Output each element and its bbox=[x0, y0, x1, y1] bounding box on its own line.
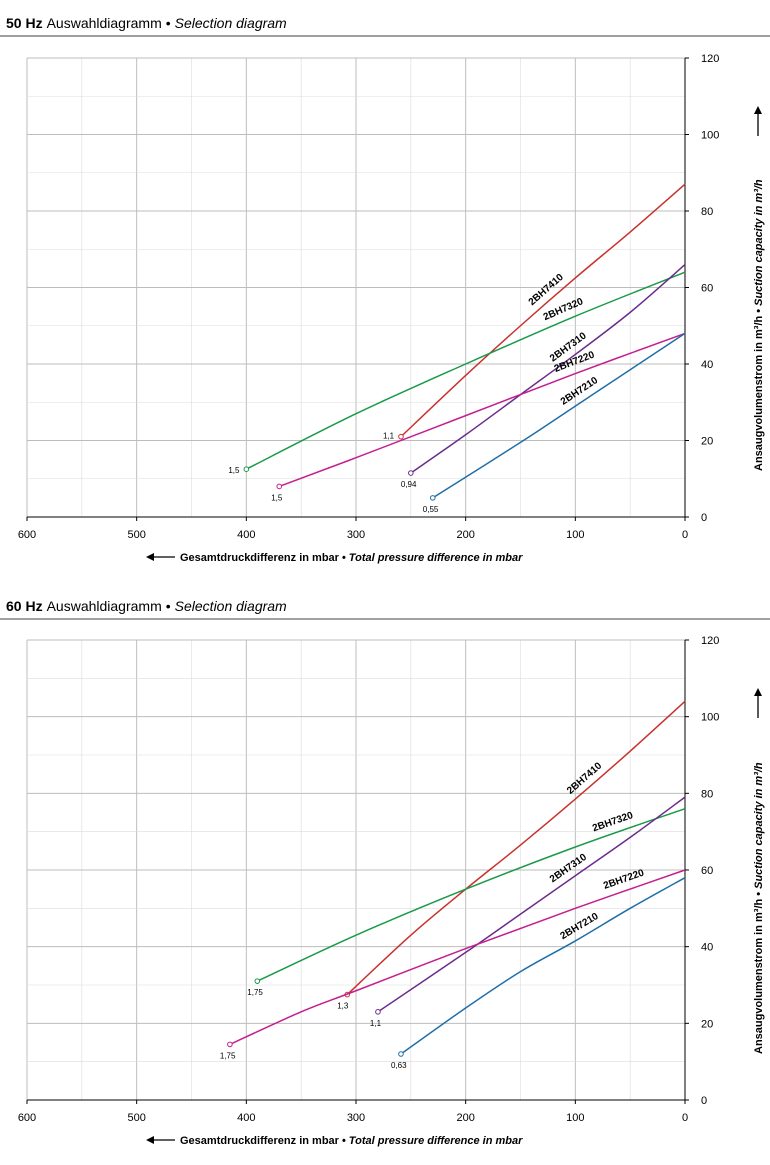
series-line-2BH7320 bbox=[245, 271, 686, 470]
x-tick-label: 500 bbox=[127, 529, 145, 541]
title-frequency: 50 Hz bbox=[6, 15, 43, 31]
y-tick-label: 40 bbox=[701, 942, 713, 954]
title-frequency: 60 Hz bbox=[6, 598, 43, 614]
x-tick-label: 400 bbox=[237, 1112, 255, 1124]
y-tick-label: 40 bbox=[701, 359, 713, 371]
series-label-2BH7320: 2BH7320 bbox=[591, 810, 635, 834]
y-tick-label: 20 bbox=[701, 436, 713, 448]
series-end-marker-2BH7320 bbox=[254, 978, 261, 984]
series-line-2BH7210 bbox=[432, 332, 686, 499]
series-line-2BH7220 bbox=[229, 869, 686, 1046]
chart-title: 60 Hz Auswahldiagramm • Selection diagram bbox=[6, 598, 287, 614]
x-tick-label: 100 bbox=[566, 529, 584, 541]
x-tick-label: 500 bbox=[127, 1112, 145, 1124]
series-end-marker-2BH7220 bbox=[276, 483, 283, 490]
x-tick-label: 600 bbox=[18, 1112, 36, 1124]
x-axis-label: Gesamtdruckdifferenz in mbar • Total press… bbox=[180, 1135, 523, 1147]
y-tick-label: 20 bbox=[701, 1018, 713, 1030]
y-tick-label: 60 bbox=[701, 865, 713, 877]
x-tick-label: 0 bbox=[682, 1112, 688, 1124]
series-label-2BH7320: 2BH7320 bbox=[542, 296, 586, 323]
x-axis-label: Gesamtdruckdifferenz in mbar • Total press… bbox=[180, 552, 523, 564]
series-end-label-2BH7410: 1,1 bbox=[383, 432, 395, 441]
chart-title: 50 Hz Auswahldiagramm • Selection diagram bbox=[6, 15, 287, 31]
chart-panel-60hz: 60 Hz Auswahldiagramm • Selection diagram60… bbox=[0, 598, 770, 1147]
series-line-2BH7220 bbox=[278, 332, 686, 488]
x-axis-arrowhead bbox=[146, 553, 154, 561]
x-tick-label: 400 bbox=[237, 529, 255, 541]
series-label-2BH7220: 2BH7220 bbox=[602, 867, 646, 891]
title-separator: • bbox=[166, 15, 171, 31]
series-line-2BH7210 bbox=[400, 877, 686, 1055]
y-axis-label: Ansaugvolumenstrom in m³/h•Suction capac… bbox=[753, 179, 765, 471]
title-separator: • bbox=[166, 598, 171, 614]
series-end-label-2BH7210: 0,63 bbox=[391, 1061, 407, 1070]
y-tick-label: 0 bbox=[701, 512, 707, 524]
series-end-marker-2BH7220 bbox=[227, 1041, 233, 1048]
series-label-2BH7210: 2BH7210 bbox=[559, 911, 601, 942]
x-tick-label: 200 bbox=[456, 529, 474, 541]
y-tick-label: 80 bbox=[701, 788, 713, 800]
series-line-2BH7310 bbox=[410, 263, 686, 474]
y-tick-label: 100 bbox=[701, 130, 719, 142]
title-en: Selection diagram bbox=[175, 15, 287, 31]
x-tick-label: 300 bbox=[347, 529, 365, 541]
series-end-label-2BH7210: 0,55 bbox=[423, 505, 439, 514]
series-line-2BH7410 bbox=[400, 183, 686, 438]
x-tick-label: 600 bbox=[18, 529, 36, 541]
series-end-label-2BH7310: 1,1 bbox=[370, 1019, 382, 1028]
series-end-label-2BH7220: 1,75 bbox=[220, 1051, 236, 1060]
series-end-label-2BH7310: 0,94 bbox=[401, 480, 417, 489]
series-end-marker-2BH7320 bbox=[243, 466, 250, 472]
title-de: Auswahldiagramm bbox=[47, 598, 162, 614]
chart-panel-50hz: 50 Hz Auswahldiagramm • Selection diagram 60… bbox=[0, 15, 770, 564]
series-end-marker-2BH7310 bbox=[408, 470, 414, 476]
series-line-2BH7410 bbox=[346, 700, 686, 996]
x-tick-label: 100 bbox=[566, 1112, 584, 1124]
series-line-2BH7310 bbox=[377, 796, 686, 1013]
y-tick-label: 0 bbox=[701, 1095, 707, 1107]
x-tick-label: 200 bbox=[456, 1112, 474, 1124]
series-end-marker-2BH7310 bbox=[375, 1009, 381, 1015]
y-tick-label: 120 bbox=[701, 635, 719, 647]
x-tick-label: 300 bbox=[347, 1112, 365, 1124]
y-axis-label: Ansaugvolumenstrom in m³/h•Suction capac… bbox=[753, 762, 765, 1054]
y-tick-label: 120 bbox=[701, 53, 719, 65]
series-end-label-2BH7320: 1,5 bbox=[228, 466, 240, 475]
x-axis-arrowhead bbox=[146, 1136, 154, 1144]
series-end-marker-2BH7410 bbox=[398, 433, 404, 440]
y-tick-label: 100 bbox=[701, 712, 719, 724]
series-line-2BH7320 bbox=[256, 807, 686, 982]
series-end-label-2BH7320: 1,75 bbox=[247, 988, 263, 997]
y-axis-arrowhead bbox=[754, 688, 762, 696]
y-axis-arrowhead bbox=[754, 106, 762, 114]
y-tick-label: 60 bbox=[701, 283, 713, 295]
series-end-marker-2BH7210 bbox=[429, 495, 436, 501]
y-tick-label: 80 bbox=[701, 206, 713, 218]
series-end-marker-2BH7210 bbox=[398, 1051, 404, 1057]
series-end-label-2BH7410: 1,3 bbox=[337, 1002, 349, 1011]
series-end-label-2BH7220: 1,5 bbox=[271, 493, 283, 502]
title-en: Selection diagram bbox=[175, 598, 287, 614]
title-de: Auswahldiagramm bbox=[47, 15, 162, 31]
x-tick-label: 0 bbox=[682, 529, 688, 541]
